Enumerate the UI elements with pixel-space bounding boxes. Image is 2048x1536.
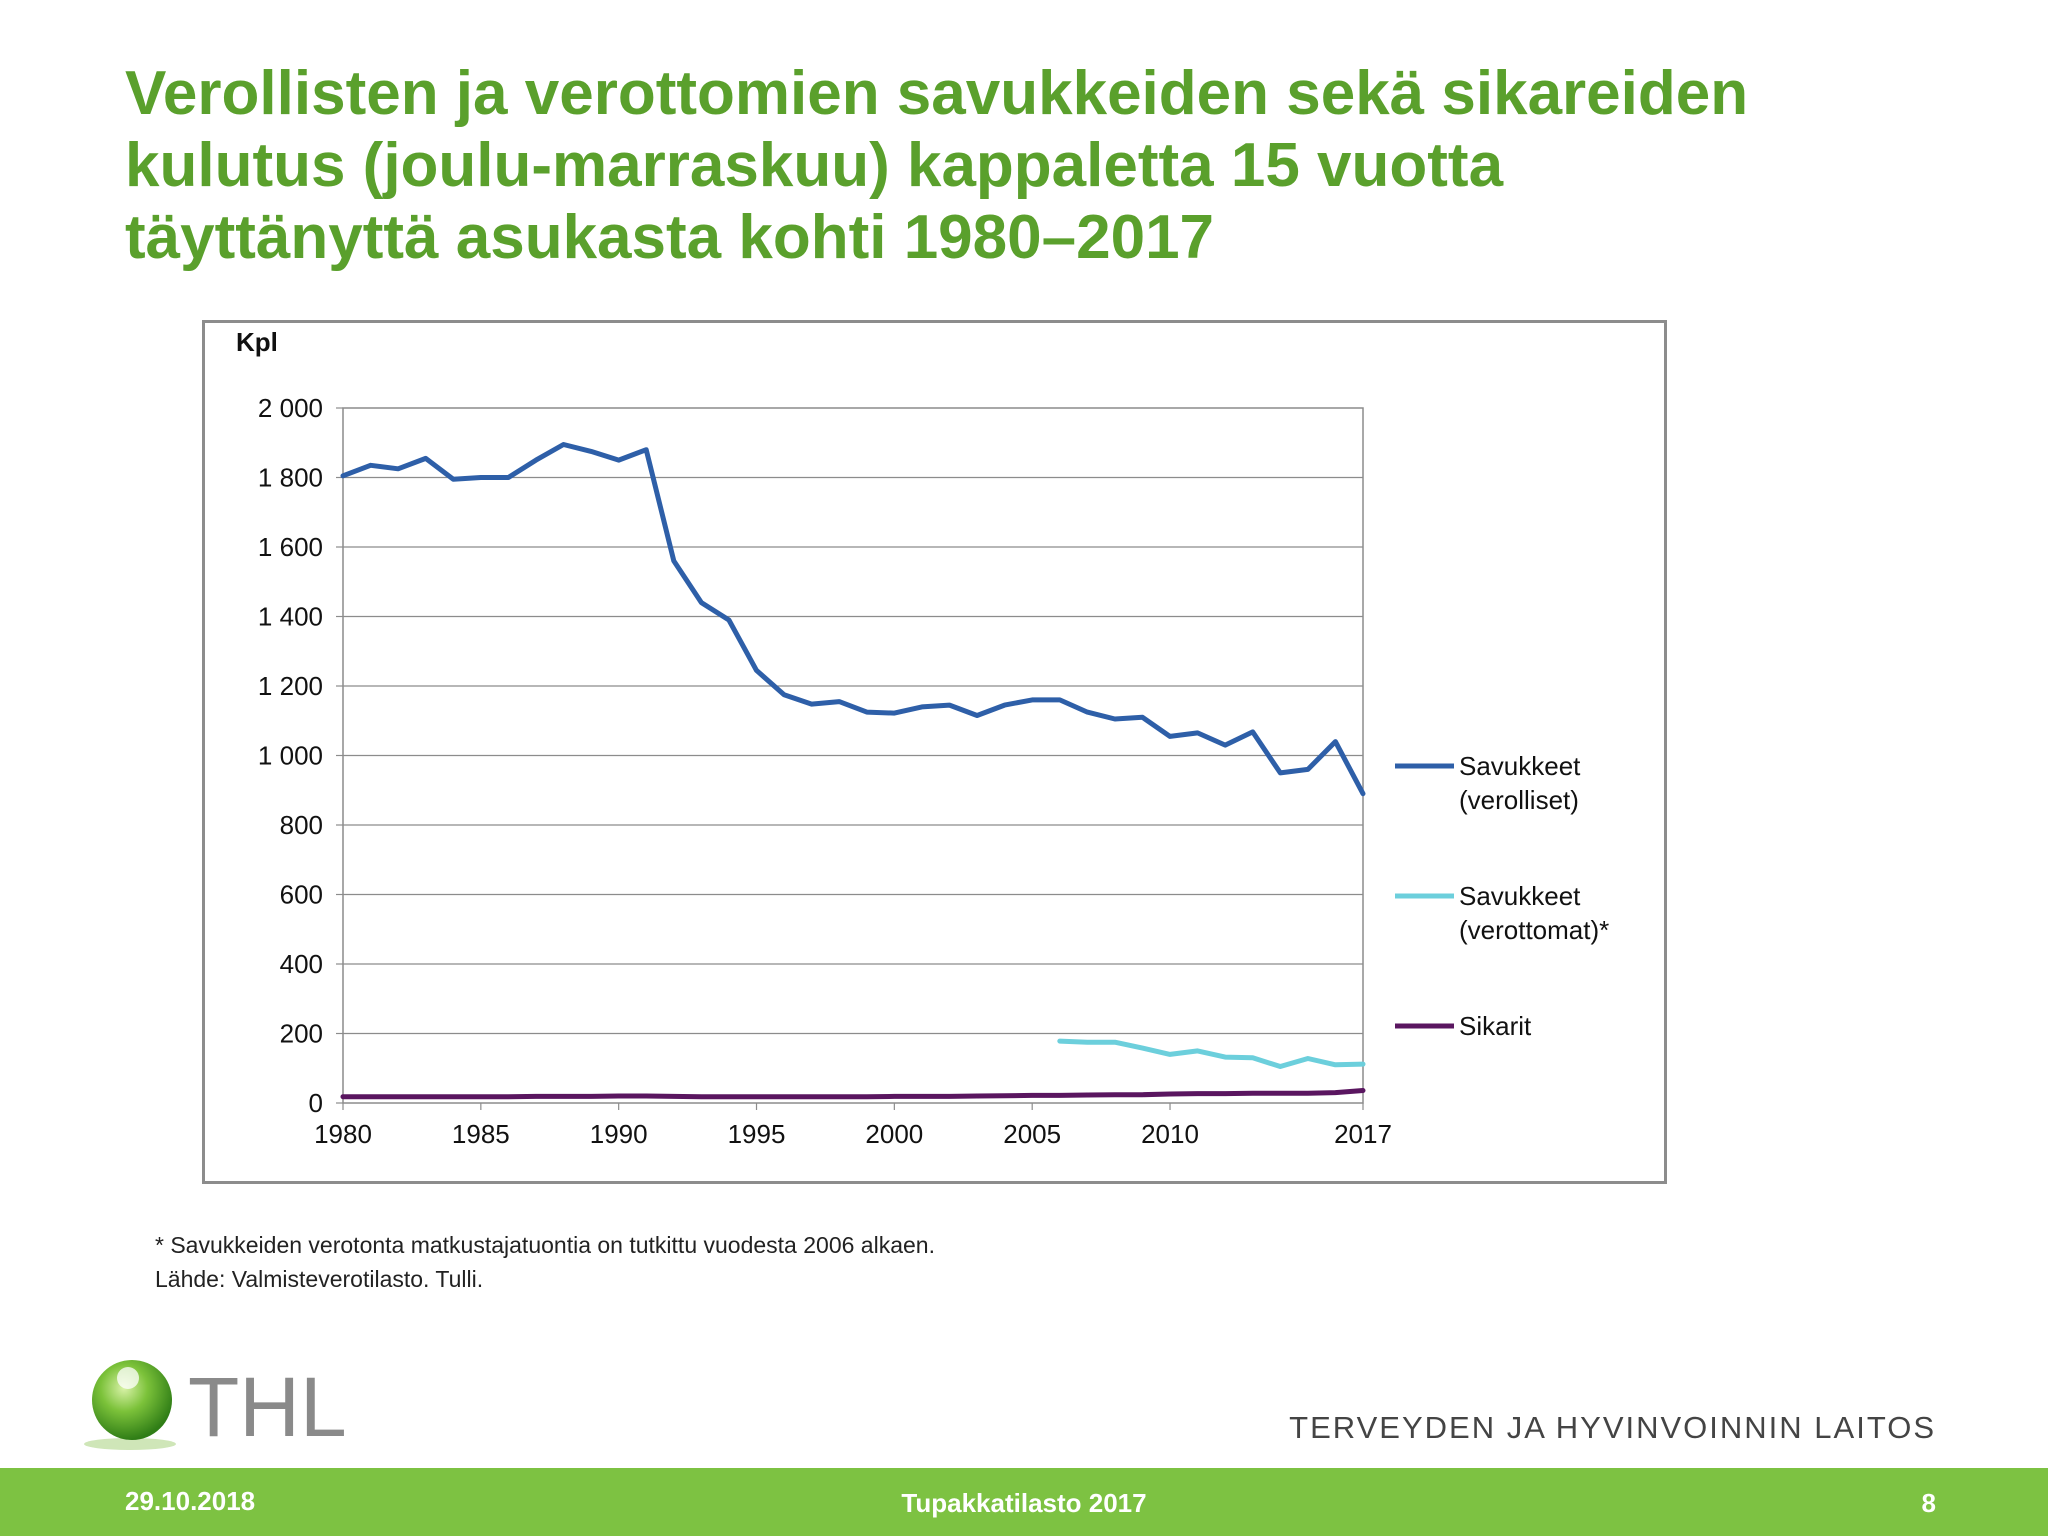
logo-orb-highlight-icon [117,1367,139,1389]
thl-logo: THL [84,1360,347,1454]
y-tick-label: 600 [280,880,323,910]
legend-label: Savukkeet [1459,751,1581,781]
series-line-verottomat [1057,1038,1366,1069]
x-tick-label: 2017 [1334,1119,1392,1149]
title-line-3: täyttänyttä asukasta kohti 1980–2017 [125,203,1215,272]
logo-text: THL [188,1360,347,1454]
footer-date: 29.10.2018 [125,1486,256,1516]
y-tick-label: 0 [309,1088,323,1118]
y-tick-label: 1 800 [258,463,323,493]
y-tick-label: 1 600 [258,532,323,562]
y-tick-label: 400 [280,949,323,979]
consumption-line-chart: Kpl 0 200 400 600 800 1 000 1 200 1 400 1 600 1 8… [236,327,1609,1149]
x-tick-label: 2005 [1003,1119,1061,1149]
legend-label: Savukkeet [1459,881,1581,911]
y-tick-label: 200 [280,1019,323,1049]
page-number: 8 [1921,1488,1936,1518]
slide-title: Verollisten ja verottomien savukkeiden s… [125,58,2005,274]
series-line-verolliset [340,442,1366,797]
x-tick-label: 2000 [865,1119,923,1149]
footnote-source: Lähde: Valmisteverotilasto. Tulli. [155,1266,484,1292]
y-tick-label: 1 200 [258,671,323,701]
footnotes: * Savukkeiden verotonta matkustajatuonti… [155,1228,935,1296]
logo-orb-shadow-icon [84,1438,176,1450]
y-tick-label: 2 000 [258,393,323,423]
y-tick-label: 1 400 [258,602,323,632]
title-line-1: Verollisten ja verottomien savukkeiden s… [125,59,1749,128]
title-line-2: kulutus (joulu-marraskuu) kappaletta 15 … [125,131,1504,200]
series-line-sikarit [340,1088,1366,1100]
legend-label: (verottomat)* [1459,915,1609,945]
x-tick-label: 2010 [1141,1119,1199,1149]
chart-frame [202,320,1667,1184]
footer-title: Tupakkatilasto 2017 [901,1488,1147,1518]
organization-name: TERVEYDEN JA HYVINVOINNIN LAITOS [1289,1410,1936,1445]
footnote-asterisk: * Savukkeiden verotonta matkustajatuonti… [155,1232,935,1258]
y-tick-label: 1 000 [258,741,323,771]
x-tick-label: 1990 [590,1119,648,1149]
x-tick-label: 1985 [452,1119,510,1149]
footer-bar: 29.10.2018 Tupakkatilasto 2017 8 [0,1468,2048,1536]
x-tick-label: 1995 [728,1119,786,1149]
legend-label: (verolliset) [1459,785,1579,815]
logo-orb-icon [92,1360,172,1440]
x-tick-label: 1980 [314,1119,372,1149]
legend-label: Sikarit [1459,1011,1532,1041]
y-tick-label: 800 [280,810,323,840]
y-axis-label: Kpl [236,327,278,357]
